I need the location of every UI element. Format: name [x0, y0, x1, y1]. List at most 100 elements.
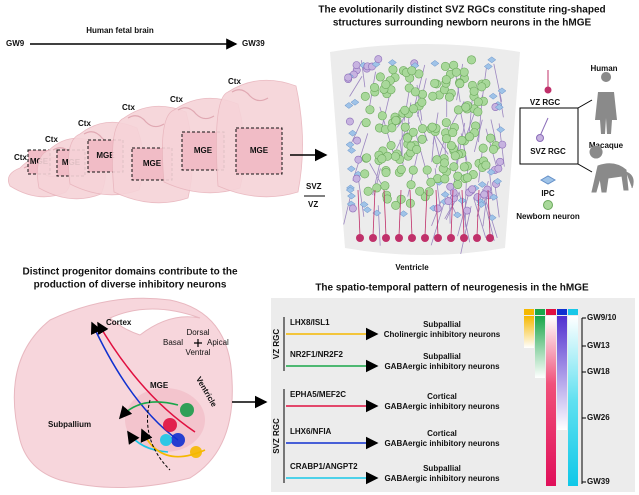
- newborn-neuron: [372, 183, 382, 193]
- ipc: [348, 129, 358, 137]
- svz-rgc: [348, 204, 357, 213]
- vz-rgc: [382, 234, 390, 242]
- link: [577, 99, 593, 109]
- vz-rgc: [447, 234, 455, 242]
- vz-rgc-fiber: [461, 189, 465, 237]
- newborn-neuron: [360, 91, 370, 101]
- newborn-neuron: [391, 115, 401, 125]
- fiber: [350, 120, 363, 144]
- vz-rgc: [486, 234, 494, 242]
- vz-rgc: [356, 234, 364, 242]
- bar-cap: [557, 309, 567, 315]
- label: Subpallial: [423, 352, 461, 361]
- label: GW39: [587, 477, 610, 486]
- newborn-neuron: [386, 140, 396, 150]
- label: VZ RGC: [530, 98, 560, 107]
- label: CRABP1/ANGPT2: [290, 462, 358, 471]
- bar-cap: [546, 309, 556, 315]
- svz-rgc: [344, 73, 353, 82]
- brain-fold: [127, 115, 165, 128]
- label: Cortex: [106, 318, 132, 327]
- newborn-neuron: [417, 97, 427, 107]
- label: Cholinergic inhibitory neurons: [384, 330, 501, 339]
- label: Dorsal: [186, 328, 209, 337]
- label: The spatio-temporal pattern of neurogene…: [315, 283, 589, 294]
- vz-rgc-fiber: [357, 189, 361, 237]
- label: GW39: [242, 39, 265, 48]
- label: GW13: [587, 341, 610, 350]
- arrow: [97, 321, 196, 433]
- newborn-neuron: [410, 87, 420, 97]
- boundary: [147, 399, 171, 471]
- newborn-neuron: [473, 107, 483, 117]
- svz-rgc: [444, 197, 453, 206]
- ipc: [345, 141, 355, 148]
- newborn-neuron: [406, 180, 416, 190]
- human: [595, 72, 617, 134]
- ipc: [483, 63, 493, 70]
- newborn-neuron: [400, 122, 410, 132]
- label: LHX8/ISL1: [290, 318, 330, 327]
- newborn-neuron: [453, 105, 463, 115]
- newborn-neuron: [427, 122, 437, 132]
- svz-rgc: [354, 155, 363, 164]
- bracket-box: [519, 107, 579, 165]
- newborn-neuron: [408, 104, 418, 114]
- label: EPHA5/MEF2C: [290, 390, 346, 399]
- vz-rgc: [460, 234, 468, 242]
- newborn-neuron: [477, 82, 487, 92]
- newborn-neuron: [466, 55, 476, 65]
- newborn-neuron: [407, 66, 417, 76]
- newborn-neuron: [415, 186, 425, 196]
- newborn-neuron: [377, 154, 387, 164]
- newborn-neuron: [361, 118, 371, 128]
- fiber: [380, 93, 391, 131]
- link: [577, 163, 593, 173]
- label: VZ RGC: [272, 329, 281, 359]
- ipc: [487, 214, 497, 222]
- label: GABAergic inhibitory neurons: [384, 362, 500, 371]
- newborn-neuron: [473, 97, 483, 107]
- newborn-neuron: [465, 132, 475, 142]
- label: Macaque: [589, 141, 624, 150]
- icon: [544, 86, 552, 94]
- ipc: [347, 147, 357, 154]
- vz-rgc-fiber: [372, 189, 376, 237]
- vz-rgc: [395, 234, 403, 242]
- svz-rgc: [449, 188, 458, 197]
- newborn-neuron: [440, 174, 450, 184]
- newborn-neuron: [453, 180, 463, 190]
- svz-rgc: [473, 193, 482, 202]
- newborn-neuron: [360, 169, 370, 179]
- fiber: [430, 198, 446, 246]
- vz-rgc: [434, 234, 442, 242]
- ipc: [497, 87, 507, 95]
- label: MGE: [96, 151, 115, 160]
- progenitor: [163, 418, 177, 432]
- newborn-neuron: [381, 79, 391, 89]
- label: Human: [590, 64, 617, 73]
- newborn-neuron: [408, 165, 418, 175]
- newborn-neuron: [390, 151, 400, 161]
- icon: [543, 200, 553, 210]
- newborn-neuron: [441, 75, 451, 85]
- label: Cortical: [427, 429, 457, 438]
- newborn-neuron: [388, 65, 398, 75]
- label: Cortical: [427, 392, 457, 401]
- label: GABAergic inhibitory neurons: [384, 439, 500, 448]
- newborn-neuron: [441, 134, 451, 144]
- newborn-neuron: [446, 141, 456, 151]
- ipc: [487, 56, 497, 64]
- svz-rgc: [480, 190, 489, 199]
- newborn-neuron: [440, 158, 450, 168]
- newborn-neuron: [488, 144, 498, 154]
- bar-cap: [535, 309, 545, 315]
- ipc: [488, 92, 498, 100]
- label: IPC: [541, 189, 555, 198]
- newborn-neuron: [428, 91, 438, 101]
- vz-rgc-fiber: [383, 189, 387, 237]
- time-bar: [557, 316, 567, 430]
- vz-rgc-fiber: [435, 189, 439, 237]
- newborn-neuron: [462, 173, 472, 183]
